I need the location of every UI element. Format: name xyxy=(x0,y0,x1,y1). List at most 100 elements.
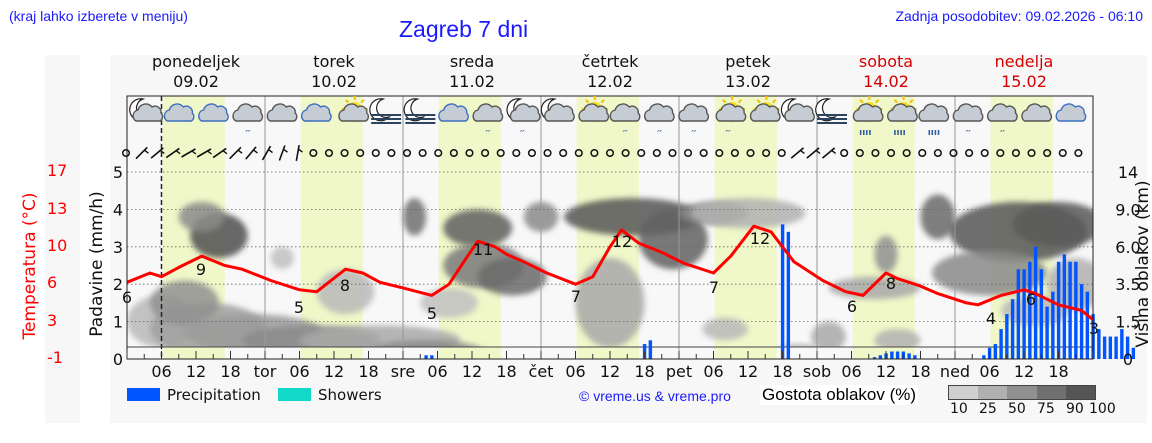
day-header-4: petek 13.02 xyxy=(688,52,808,92)
moon-fog-icon xyxy=(815,98,847,124)
calm-wind-icon xyxy=(324,148,334,158)
wind-barb-icon xyxy=(295,144,303,162)
x-tick-label: 18 xyxy=(634,362,654,381)
temperature-tick: 10 xyxy=(47,236,68,255)
calm-wind-icon xyxy=(309,148,318,158)
svg-text:״: ״ xyxy=(519,128,525,138)
calm-wind-icon xyxy=(512,148,521,158)
cloud-drizzle-icon: ״ xyxy=(232,103,264,138)
precip-tick: 3 xyxy=(113,238,123,257)
x-axis-ticks: 06 12 18 tor 06 12 18 sre 06 12 18 čet 06 12 18 pet 06 12… xyxy=(151,362,1068,381)
x-tick-label: 12 xyxy=(462,362,482,381)
cloud-drizzle-icon: ״ xyxy=(609,103,641,138)
x-tick-label: sre xyxy=(391,362,415,381)
cloud-density-legend-label: Gostota oblakov (%) xyxy=(760,385,919,405)
svg-text:ıııı: ıııı xyxy=(859,128,871,138)
svg-text:״: ״ xyxy=(656,128,662,138)
credit-link[interactable]: © vreme.us & vreme.pro xyxy=(579,388,731,404)
svg-text:ıııı: ıııı xyxy=(928,128,940,138)
wind-barb-icon xyxy=(261,145,273,161)
day-name: ponedeljek xyxy=(152,52,240,71)
svg-text:״: ״ xyxy=(485,128,491,138)
cloud-density-tick: 90 xyxy=(1066,401,1084,417)
calm-wind-icon xyxy=(340,148,349,158)
calm-wind-icon xyxy=(434,148,443,158)
day-date: 14.02 xyxy=(863,72,909,91)
calm-wind-icon xyxy=(621,148,630,158)
day-header-1: torek 10.02 xyxy=(274,52,394,92)
location-menu-hint[interactable]: (kraj lahko izberete v meniju) xyxy=(9,8,188,24)
temperature-tick: -1 xyxy=(47,348,63,367)
calm-wind-icon xyxy=(684,148,693,158)
precip-tick: 0 xyxy=(113,350,123,369)
calm-wind-icon xyxy=(465,148,474,158)
wind-barbs-row xyxy=(121,144,1083,162)
y-axis-ticks: 5 14 4 9.0 3 6.0 2 3.5 1 1.5 0 0 xyxy=(113,163,1141,369)
x-tick-label: pet xyxy=(666,362,692,381)
calm-wind-icon xyxy=(699,148,708,158)
x-tick-label: sob xyxy=(803,362,831,381)
cloud-density-tick: 75 xyxy=(1037,401,1055,417)
sun-cloud-rain-icon: ıııı xyxy=(852,96,884,138)
wind-barb-icon xyxy=(278,145,288,161)
day-name: sreda xyxy=(449,52,495,71)
wind-barb-icon xyxy=(181,148,197,158)
temperature-label: 11 xyxy=(473,240,493,259)
calm-wind-icon xyxy=(715,148,724,158)
calm-wind-icon xyxy=(762,148,771,158)
wind-barb-icon xyxy=(135,146,149,160)
x-tick-label: 12 xyxy=(186,362,206,381)
temperature-label: 8 xyxy=(340,276,350,295)
temperature-label: 5 xyxy=(294,298,304,317)
temperature-label: 9 xyxy=(196,260,206,279)
temperature-label: 6 xyxy=(1026,290,1036,309)
calm-wind-icon xyxy=(1074,148,1083,158)
temperature-label: 7 xyxy=(571,287,581,306)
cloud-rain-icon: ıııı xyxy=(918,103,950,138)
temperature-label: 6 xyxy=(847,297,857,316)
x-tick-label: 06 xyxy=(289,362,309,381)
temperature-label: 3 xyxy=(1089,319,1099,338)
calm-wind-icon xyxy=(402,148,412,158)
sun-cloud-rain-icon: ıııı xyxy=(887,96,918,138)
calm-wind-icon xyxy=(418,148,427,158)
cloud-density-scale xyxy=(948,385,1096,400)
calm-wind-icon xyxy=(933,148,942,158)
moon-cloud-drizzle-icon: ״ xyxy=(506,98,541,138)
grid-lines xyxy=(127,96,1093,359)
wind-barb-icon xyxy=(821,147,837,159)
cloud-icon xyxy=(1055,103,1087,122)
calm-wind-icon xyxy=(1043,148,1052,158)
temperature-label: 7 xyxy=(709,278,719,297)
temperature-tick: 13 xyxy=(47,199,68,218)
calm-wind-icon xyxy=(918,148,927,158)
x-tick-label: 06 xyxy=(841,362,861,381)
x-tick-label: 18 xyxy=(772,362,792,381)
calm-wind-icon xyxy=(746,148,755,158)
wind-barb-icon xyxy=(245,146,258,160)
calm-wind-icon xyxy=(496,148,505,158)
day-header-3: četrtek 12.02 xyxy=(550,52,670,92)
x-tick-label: ned xyxy=(940,362,970,381)
day-name: nedelja xyxy=(994,52,1054,71)
precipitation-legend-swatch xyxy=(127,388,160,401)
x-tick-label: čet xyxy=(529,362,554,381)
cloud-height-tick: 14 xyxy=(1118,163,1138,182)
cloud-drizzle-icon: ״ xyxy=(952,103,984,138)
temperature-axis-panel xyxy=(45,55,80,423)
x-tick-label: 06 xyxy=(979,362,999,381)
day-header-0: ponedeljek 09.02 xyxy=(136,52,256,92)
day-date: 11.02 xyxy=(449,72,495,91)
svg-text:״: ״ xyxy=(622,128,628,138)
x-tick-label: 18 xyxy=(358,362,378,381)
cloud-drizzle-icon: ״ xyxy=(643,103,675,138)
temperature-line xyxy=(126,224,1094,321)
cloud-icon xyxy=(1021,103,1053,122)
sun-cloud-drizzle-icon: ״ xyxy=(715,96,747,138)
calm-wind-icon xyxy=(1011,148,1020,158)
cloud-density-tick: 25 xyxy=(979,401,997,417)
cloud-density-tick: 10 xyxy=(950,401,968,417)
calm-wind-icon xyxy=(980,148,989,158)
sun-cloud-icon xyxy=(338,96,370,122)
